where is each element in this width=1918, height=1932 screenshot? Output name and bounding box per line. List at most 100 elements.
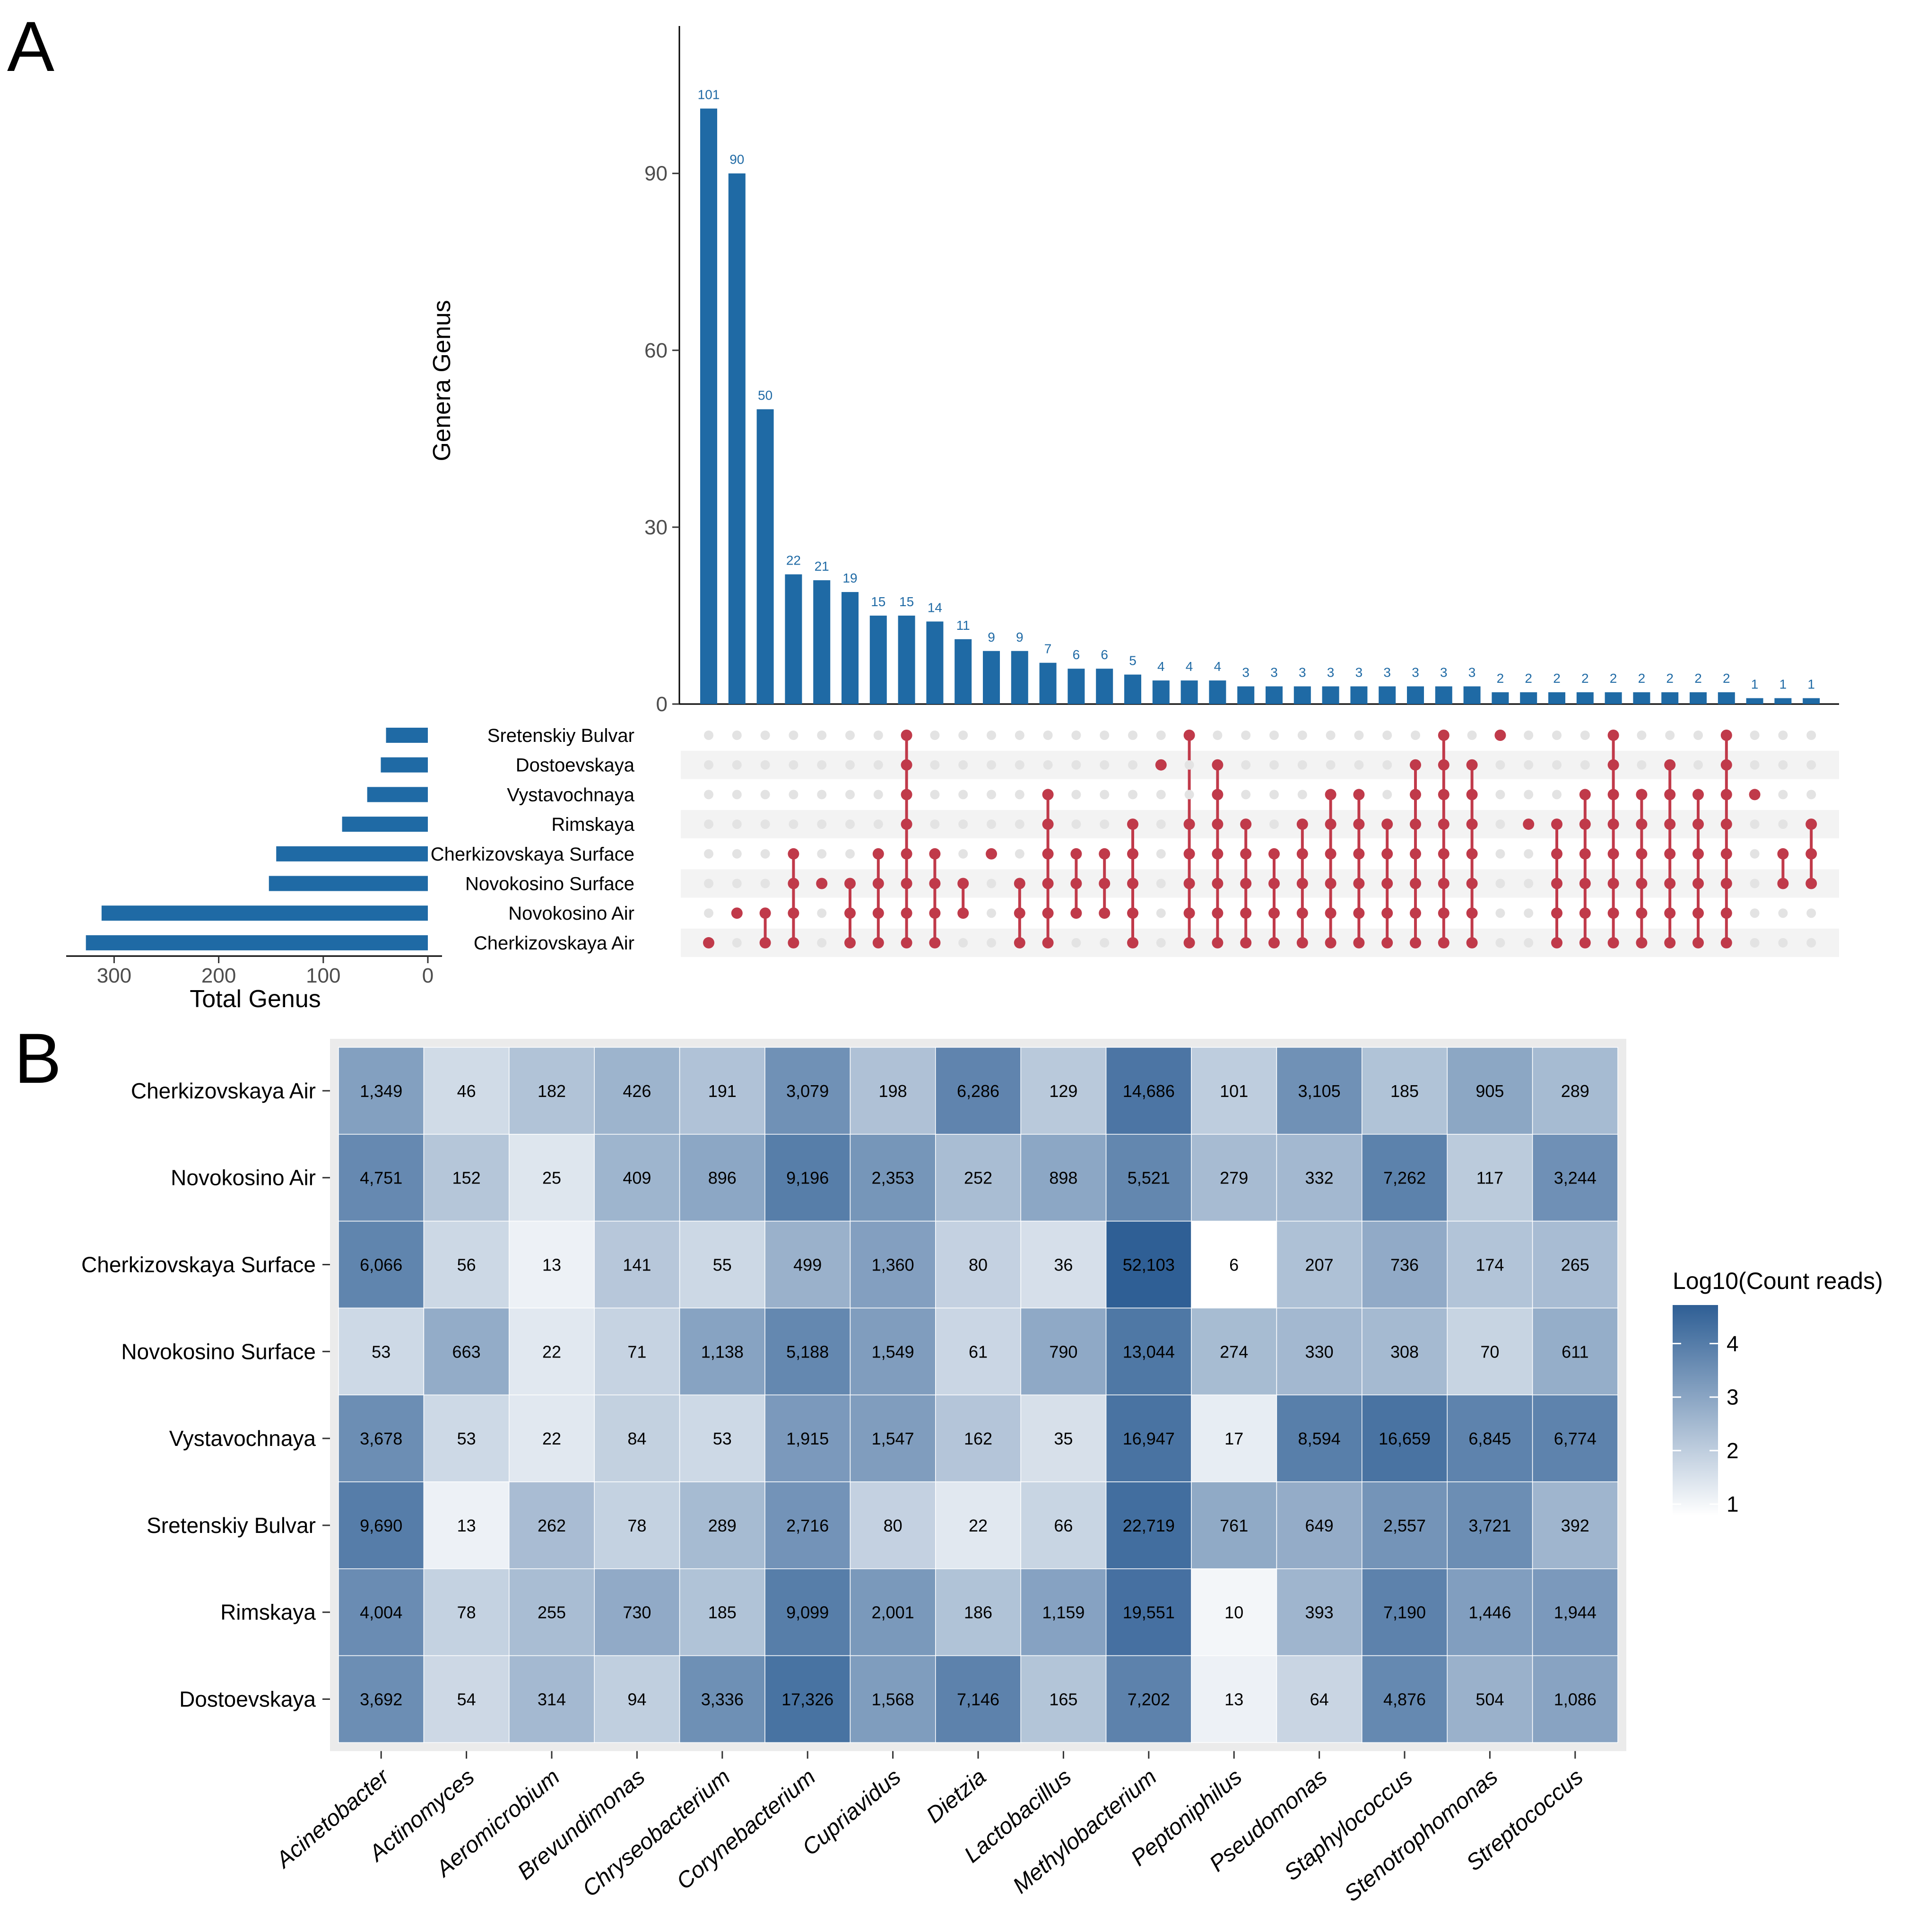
- heatmap-cell-value: 332: [1305, 1168, 1334, 1188]
- membership-dot-inactive: [1156, 731, 1166, 740]
- heatmap-cell-value: 274: [1220, 1342, 1248, 1361]
- membership-dot-inactive: [1297, 790, 1307, 800]
- membership-dot-active: [1410, 848, 1421, 860]
- intersection-bar-value: 3: [1299, 665, 1306, 680]
- intersection-bar-value: 2: [1638, 671, 1646, 686]
- heatmap-cell: [1447, 1481, 1533, 1569]
- heatmap-cell-value: 9,690: [360, 1516, 402, 1535]
- membership-dot-active: [901, 937, 912, 949]
- heatmap-cell-value: 6,286: [957, 1081, 999, 1101]
- heatmap-cell-value: 7,202: [1128, 1690, 1170, 1709]
- membership-dot-active: [901, 730, 912, 741]
- heatmap-cell: [423, 1655, 510, 1743]
- heatmap-cell-value: 2,001: [872, 1603, 914, 1622]
- membership-dot-inactive: [732, 731, 742, 740]
- intersection-bar: [1266, 686, 1283, 704]
- membership-dot-active: [1381, 907, 1393, 919]
- heatmap-cell: [338, 1307, 425, 1395]
- membership-dot-inactive: [1750, 819, 1760, 829]
- heatmap-cell-value: 61: [969, 1342, 988, 1361]
- membership-dot-inactive: [1156, 819, 1166, 829]
- heatmap-cell-value: 186: [964, 1603, 992, 1622]
- membership-dot-inactive: [987, 879, 996, 888]
- membership-dot-active: [1636, 848, 1648, 860]
- membership-dot-active: [1410, 759, 1421, 771]
- heatmap-cell: [764, 1307, 851, 1395]
- membership-dot-inactive: [760, 760, 770, 770]
- membership-dot-inactive: [732, 790, 742, 800]
- heatmap-cell: [1362, 1307, 1448, 1395]
- heatmap-cell-value: 649: [1305, 1516, 1334, 1535]
- heatmap-cell-value: 2,353: [872, 1168, 914, 1188]
- membership-dot-inactive: [704, 731, 713, 740]
- membership-dot-inactive: [760, 790, 770, 800]
- membership-dot-active: [1325, 848, 1337, 860]
- intersection-bar: [1718, 692, 1735, 704]
- membership-dot-active: [1212, 907, 1224, 919]
- heatmap-cell-value: 3,244: [1554, 1168, 1597, 1188]
- membership-dot-active: [1636, 878, 1648, 889]
- membership-dot-inactive: [958, 731, 968, 740]
- membership-dot-inactive: [1693, 731, 1703, 740]
- membership-dot-inactive: [987, 790, 996, 800]
- heatmap-cell: [1362, 1047, 1448, 1135]
- heatmap-cell-value: 185: [1390, 1081, 1419, 1101]
- heatmap-cell-value: 1,159: [1042, 1603, 1085, 1622]
- membership-dot-inactive: [1297, 760, 1307, 770]
- membership-dot-active: [1664, 937, 1676, 949]
- intersection-bar: [1605, 692, 1622, 704]
- heatmap-cell: [935, 1047, 1021, 1135]
- membership-dot-active: [1720, 759, 1732, 771]
- y-tick-label: 90: [644, 162, 668, 185]
- membership-dot-active: [1692, 848, 1704, 860]
- heatmap-cell: [679, 1655, 765, 1743]
- heatmap-cell: [1532, 1047, 1618, 1135]
- heatmap-cell-value: 279: [1220, 1168, 1248, 1188]
- heatmap-cell: [1276, 1307, 1363, 1395]
- intersection-bar-value: 2: [1581, 671, 1589, 686]
- membership-dot-inactive: [1071, 938, 1081, 948]
- heatmap-col-label: Methylobacterium: [1008, 1764, 1162, 1898]
- heatmap-cell: [1191, 1655, 1277, 1743]
- intersection-bar-value: 3: [1270, 665, 1278, 680]
- membership-dot-inactive: [1552, 760, 1562, 770]
- heatmap-cell: [935, 1655, 1021, 1743]
- membership-dot-active: [1212, 848, 1224, 860]
- set-size-panel: Total Genus 300 200 100 0: [66, 728, 442, 1013]
- membership-dot-active: [1692, 907, 1704, 919]
- heatmap-cell-value: 736: [1390, 1255, 1419, 1275]
- membership-dot-inactive: [1100, 790, 1110, 800]
- membership-dot-active: [1720, 907, 1732, 919]
- membership-dot-inactive: [1156, 849, 1166, 859]
- membership-dot-active: [929, 937, 941, 949]
- membership-dot-active: [1353, 789, 1365, 801]
- intersection-bar-value: 3: [1383, 665, 1391, 680]
- membership-dot-active: [1466, 907, 1478, 919]
- membership-dot-active: [1579, 789, 1591, 801]
- heatmap-cell-value: 17,326: [781, 1690, 833, 1709]
- membership-dot-active: [1607, 759, 1619, 771]
- membership-dot-inactive: [958, 760, 968, 770]
- set-size-tick-label: 200: [201, 964, 236, 987]
- membership-dot-inactive: [1354, 731, 1364, 740]
- membership-dot-inactive: [817, 908, 827, 918]
- membership-dot-active: [1325, 818, 1337, 830]
- membership-dot-active: [759, 937, 771, 949]
- membership-dot-active: [1636, 907, 1648, 919]
- heatmap-cell-value: 1,915: [786, 1429, 829, 1448]
- heatmap-cell: [1276, 1394, 1363, 1482]
- heatmap-cell-value: 761: [1220, 1516, 1248, 1535]
- heatmap-cell-value: 101: [1220, 1081, 1248, 1101]
- heatmap-cell: [935, 1481, 1021, 1569]
- heatmap-cell-value: 56: [457, 1255, 476, 1275]
- membership-dot-active: [957, 878, 969, 889]
- heatmap-cell-value: 289: [1561, 1081, 1589, 1101]
- membership-dot-active: [1381, 848, 1393, 860]
- membership-dot-inactive: [1778, 760, 1788, 770]
- membership-dot-active: [1749, 789, 1761, 801]
- heatmap-cell-value: 255: [538, 1603, 566, 1622]
- membership-dot-active: [1494, 730, 1506, 741]
- membership-dot-active: [1296, 937, 1308, 949]
- panel-a-letter: A: [7, 7, 54, 86]
- membership-dot-inactive: [845, 731, 855, 740]
